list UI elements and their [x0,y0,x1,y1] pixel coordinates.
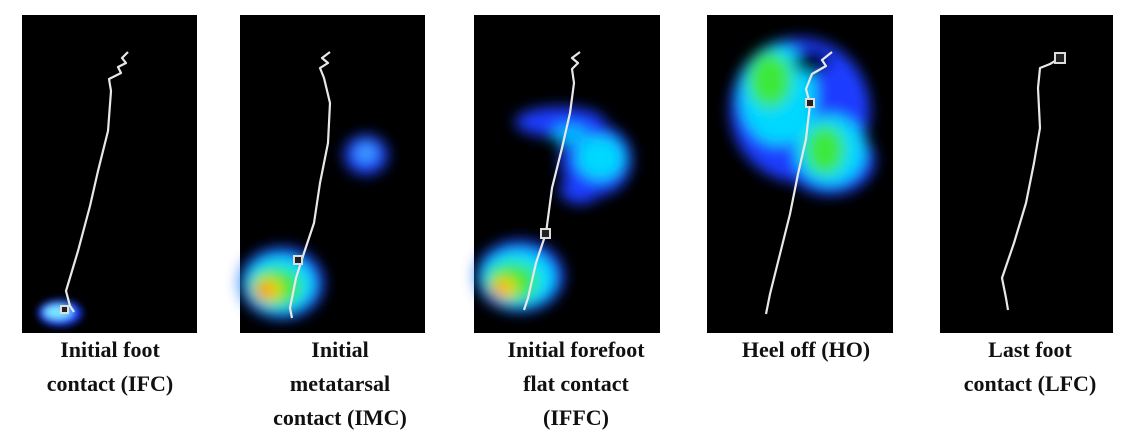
panel-background [940,15,1113,333]
panel-background [22,15,197,333]
panel-ifc [22,15,197,333]
panel-lfc [940,15,1113,333]
caption-line: Last foot [988,337,1072,362]
caption-line: metatarsal [290,371,390,396]
caption-line: Initial foot [60,337,160,362]
panel-imc [240,15,425,333]
panel-iffc [474,15,660,333]
cop-marker [1055,53,1065,63]
cop-marker [61,306,68,313]
cop-marker [806,99,814,107]
caption-line: Initial forefoot [507,337,645,362]
figure: Initial foot contact (IFC) Initial metatars… [0,0,1133,434]
caption-line: contact (IFC) [47,371,173,396]
panel-ho [707,15,893,333]
caption-line: contact (LFC) [964,371,1097,396]
caption-line: contact (IMC) [273,405,407,430]
caption-line: (IFFC) [543,405,609,430]
cop-marker [294,256,302,264]
caption-line: flat contact [523,371,629,396]
page: {"panels": [ {"caption": ["Initial foot"… [0,0,1133,434]
caption-line: Initial [311,337,368,362]
cop-marker [541,229,550,238]
caption-line: Heel off (HO) [742,337,870,362]
